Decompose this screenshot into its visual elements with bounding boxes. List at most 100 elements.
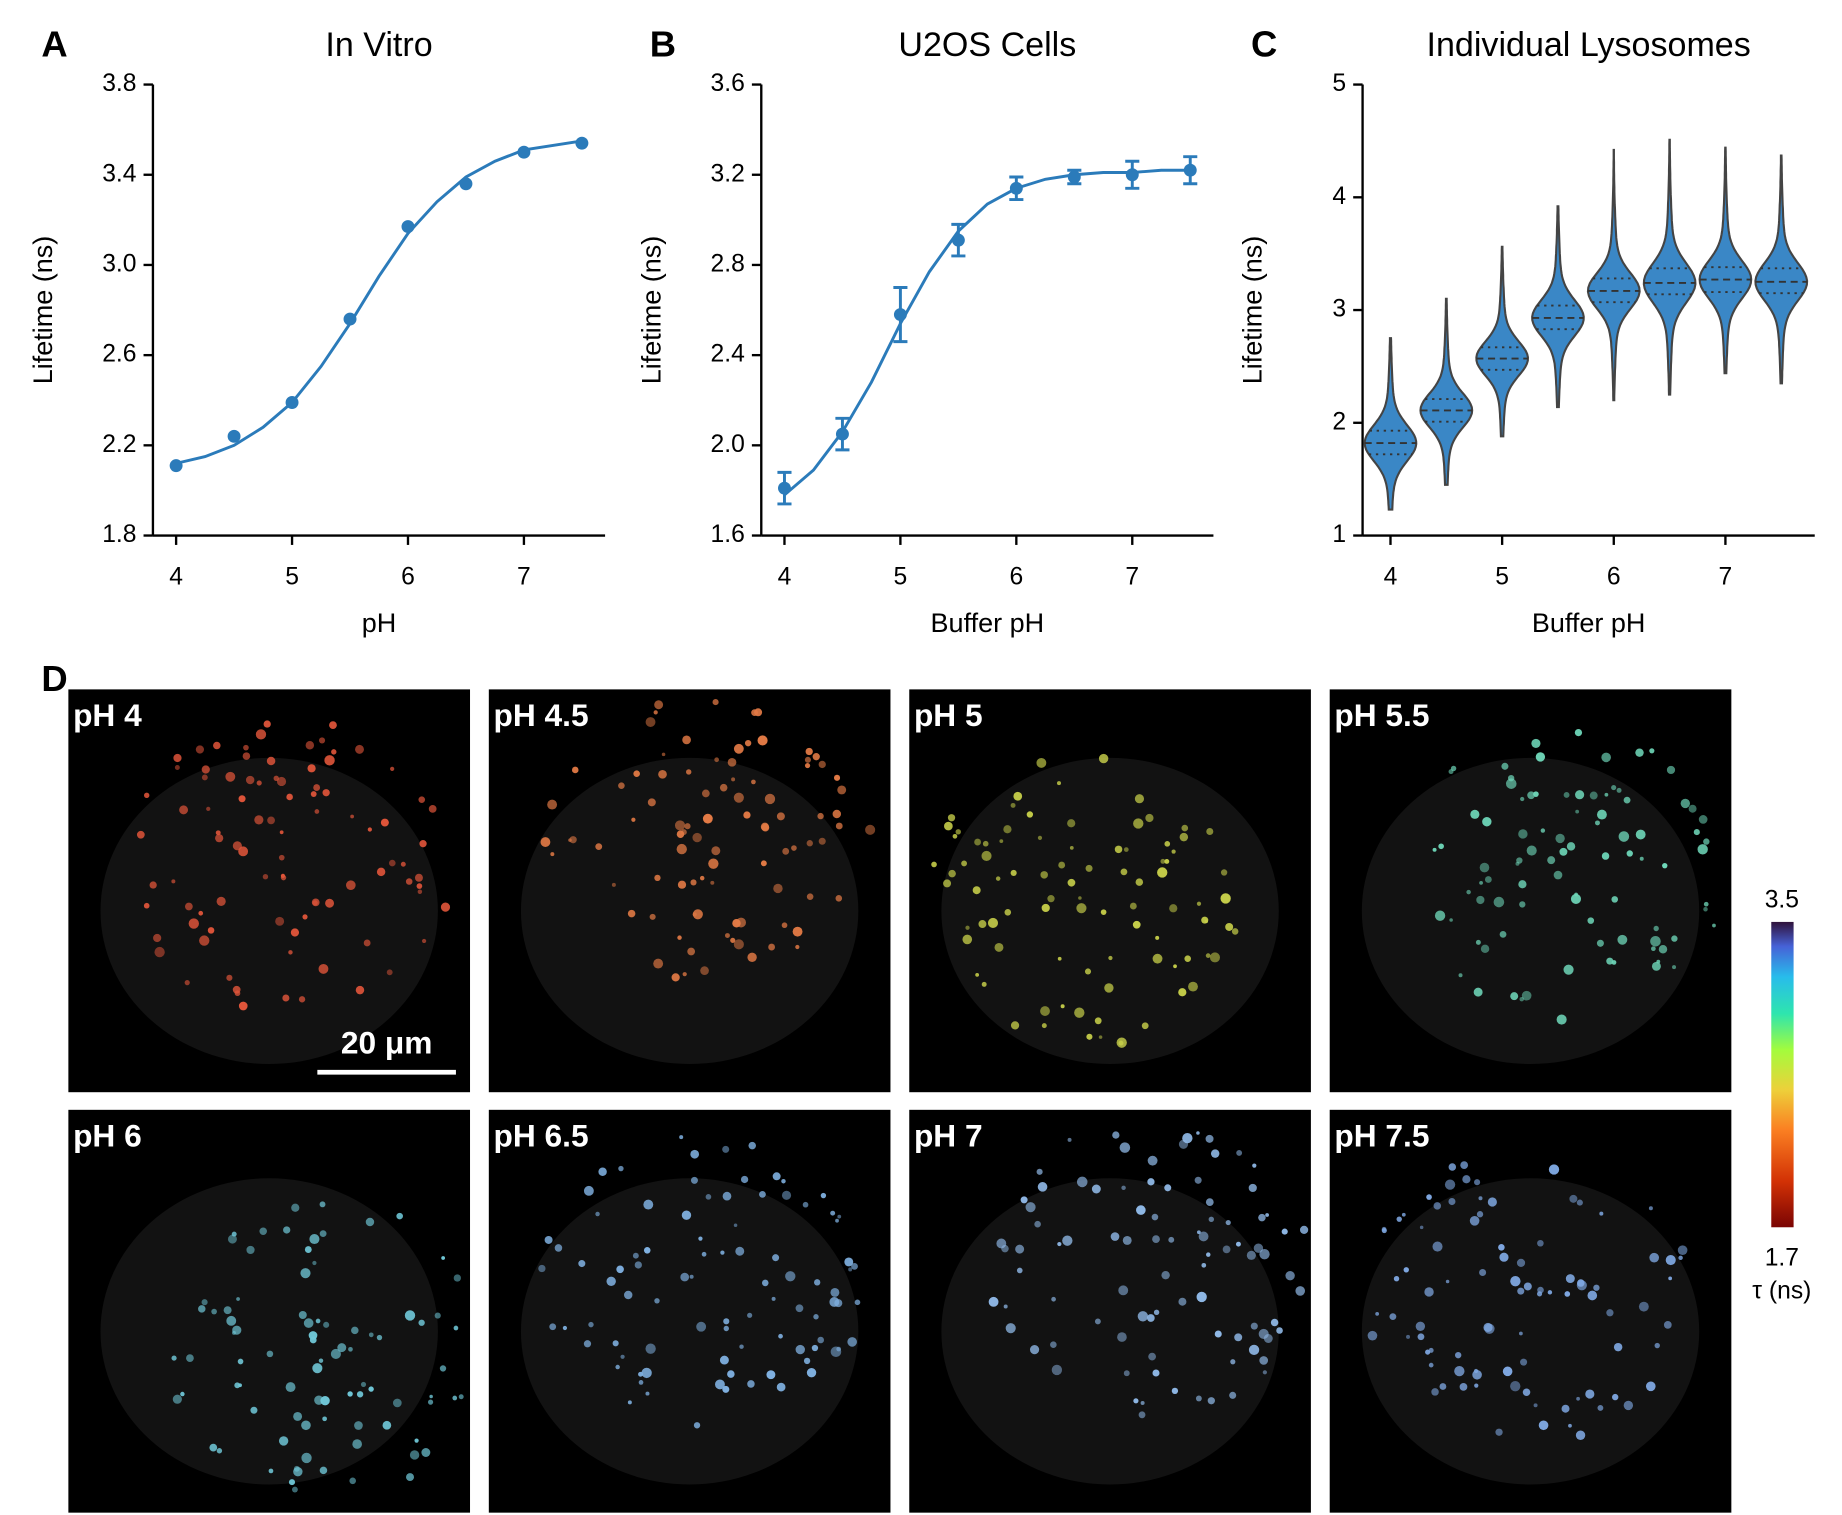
lysosome-dot — [1469, 1215, 1480, 1226]
lysosome-dot — [318, 963, 329, 974]
lysosome-dot — [578, 1260, 586, 1268]
lysosome-dot — [1693, 829, 1700, 836]
lysosome-dot — [618, 1165, 624, 1172]
lysosome-dot — [245, 775, 255, 785]
lysosome-dot — [712, 699, 719, 706]
lysosome-dot — [311, 898, 320, 907]
lysosome-dot — [723, 1318, 730, 1325]
x-tick-label: 6 — [401, 563, 415, 590]
lysosome-dot — [1037, 1182, 1048, 1192]
lysosome-dot — [1225, 1219, 1231, 1226]
lysosome-dot — [701, 789, 710, 798]
lysosome-dot — [1076, 1176, 1088, 1188]
violin-body — [1475, 245, 1530, 438]
lysosome-dot — [645, 1343, 656, 1354]
lysosome-dot — [1194, 1176, 1202, 1184]
lysosome-dot — [266, 1350, 274, 1358]
lysosome-dot — [813, 1314, 819, 1320]
lysosome-dot — [1020, 1196, 1028, 1204]
lysosome-dot — [1145, 813, 1154, 823]
lysosome-dot — [1285, 1270, 1295, 1281]
lysosome-dot — [1403, 1267, 1409, 1273]
lysosome-dot — [1004, 909, 1012, 916]
lysosome-dot — [803, 1357, 811, 1365]
lysosome-dot — [1623, 1400, 1634, 1411]
lysosome-dot — [679, 1135, 684, 1140]
lysosome-dot — [806, 840, 813, 847]
lysosome-dot — [638, 1371, 644, 1377]
lysosome-dot — [414, 873, 423, 882]
lysosome-dot — [298, 996, 306, 1003]
lysosome-dot — [179, 805, 189, 815]
lysosome-dot — [1677, 1245, 1688, 1255]
lysosome-dot — [354, 1421, 363, 1430]
lysosome-dot — [1565, 1274, 1575, 1284]
lysosome-dot — [1505, 778, 1517, 789]
lysosome-dot — [1480, 944, 1490, 954]
lysosome-dot — [1171, 1387, 1179, 1395]
lysosome-dot — [1067, 878, 1076, 887]
lysosome-dot — [1576, 1396, 1580, 1401]
lysosome-dot — [348, 1346, 353, 1352]
lysosome-dot — [1654, 1342, 1660, 1349]
violin-body — [1363, 337, 1418, 511]
y-tick-label: 2.2 — [102, 431, 136, 458]
lysosome-dot — [276, 776, 287, 787]
lysosome-dot — [540, 837, 551, 847]
lysosome-dot — [562, 1325, 568, 1331]
data-point — [459, 177, 473, 191]
lysosome-dot — [1262, 1370, 1267, 1375]
lysosome-dot — [740, 1175, 749, 1184]
lysosome-dot — [458, 1394, 464, 1400]
lysosome-dot — [173, 753, 182, 763]
lysosome-dot — [1516, 1258, 1526, 1267]
lysosome-dot — [701, 1251, 707, 1257]
lysosome-dot — [851, 1262, 858, 1270]
x-axis-label: Buffer pH — [931, 608, 1045, 638]
y-axis-label: Lifetime (ns) — [636, 236, 666, 385]
lysosome-dot — [243, 744, 249, 751]
lysosome-dot — [1663, 1320, 1672, 1329]
lysosome-dot — [606, 1276, 616, 1286]
lysosome-dot — [1478, 1196, 1483, 1201]
lysosome-dot — [654, 874, 661, 882]
lysosome-dot — [795, 1344, 805, 1355]
lysosome-dot — [550, 852, 555, 857]
lysosome-dot — [865, 824, 876, 835]
lysosome-dot — [1611, 896, 1619, 903]
lysosome-dot — [714, 757, 719, 763]
lysosome-dot — [632, 1252, 639, 1259]
lysosome-dot — [995, 876, 1001, 881]
lysosome-dot — [835, 1218, 839, 1223]
lysosome-dot — [689, 1274, 694, 1279]
lysosome-dot — [1474, 1383, 1479, 1388]
cell-outline — [941, 757, 1279, 1065]
lysosome-dot — [1112, 1131, 1120, 1139]
lysosome-dot — [1098, 1035, 1103, 1039]
lysosome-dot — [1155, 935, 1160, 940]
lysosome-dot — [1225, 922, 1234, 931]
lysosome-dot — [1160, 858, 1166, 864]
lysosome-dot — [405, 878, 413, 885]
lysosome-dot — [314, 809, 320, 814]
lysosome-dot — [1258, 1213, 1266, 1222]
lysosome-dot — [322, 789, 330, 797]
lysosome-dot — [1201, 1262, 1207, 1268]
panel-label: B — [650, 24, 676, 65]
lysosome-dot — [1205, 1198, 1214, 1207]
lysosome-dot — [690, 879, 697, 886]
lysosome-dot — [1122, 1235, 1132, 1245]
lysosome-dot — [719, 1355, 729, 1365]
lysosome-dot — [290, 928, 300, 937]
lysosome-dot — [733, 939, 744, 950]
lysosome-dot — [981, 850, 992, 861]
lysosome-dot — [1601, 852, 1610, 860]
y-tick-label: 2 — [1332, 408, 1346, 435]
lysosome-dot — [1123, 1370, 1130, 1377]
lysosome-dot — [748, 1141, 756, 1150]
lysosome-dot — [1482, 817, 1492, 827]
lysosome-dot — [1041, 903, 1050, 913]
lysosome-dot — [293, 1412, 303, 1421]
lysosome-dot — [1123, 847, 1129, 852]
lysosome-dot — [595, 1211, 600, 1217]
